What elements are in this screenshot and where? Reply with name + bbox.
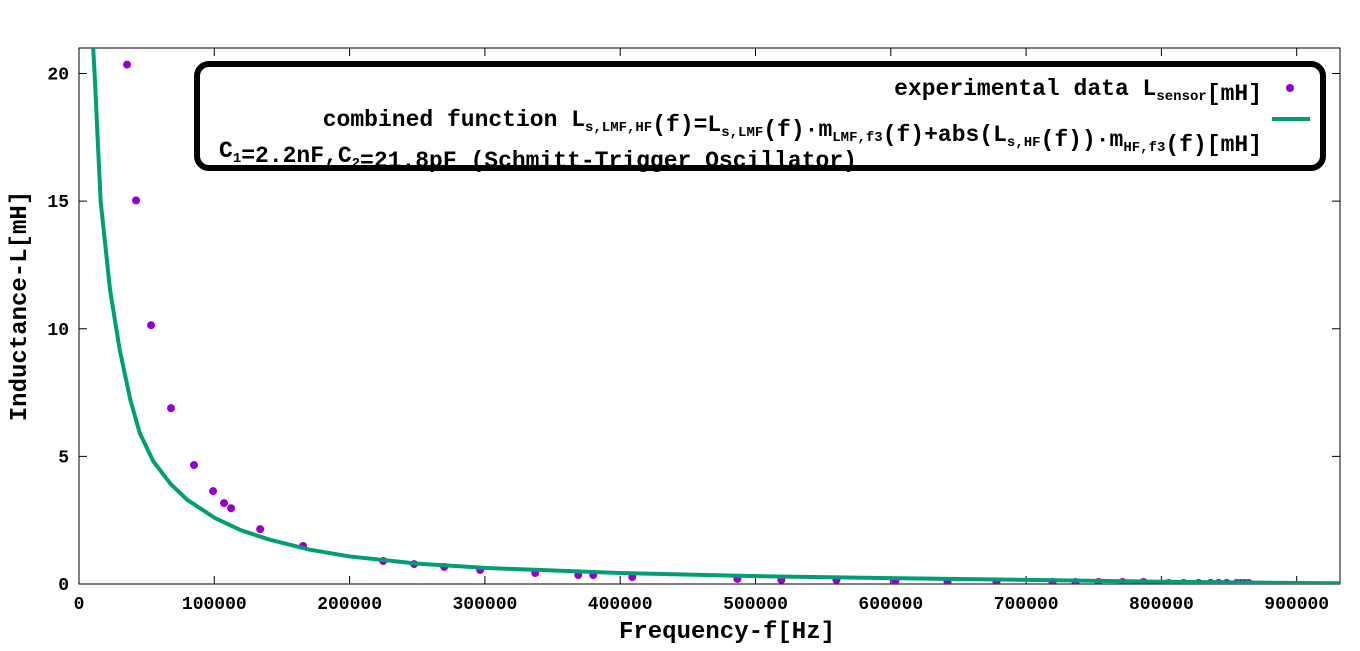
subscript: HF,f3	[1123, 140, 1165, 156]
subscript: 2	[352, 156, 360, 172]
subscript: s,LMF,HF	[585, 120, 652, 136]
data-point	[147, 321, 156, 330]
data-point	[190, 461, 199, 470]
text-run: =2.2nF,C	[241, 143, 352, 169]
text-run: =21.8pF (Schmitt-Trigger Oscillator)	[360, 148, 857, 174]
y-tick-label: 5	[58, 448, 69, 468]
text-run: (f)+abs(L	[883, 122, 1007, 148]
subscript: s,HF	[1007, 135, 1041, 151]
legend-box	[194, 61, 1326, 171]
x-tick-label: 0	[74, 595, 85, 615]
annotation: C1=2.2nF,C2=21.8pF (Schmitt-Trigger Osci…	[219, 138, 857, 174]
subscript: LMF,f3	[832, 130, 882, 146]
legend-swatch	[1286, 84, 1294, 92]
text-run: experimental data L	[894, 76, 1156, 102]
data-point	[220, 499, 229, 508]
text-run: (f))·m	[1041, 127, 1124, 153]
x-tick-label: 500000	[723, 595, 788, 615]
data-line	[91, 48, 1340, 584]
legend-label: combined function Ls,LMF,HF(f)=Ls,LMF(f)…	[323, 107, 1262, 158]
subscript: s,LMF	[721, 125, 763, 141]
x-tick-label: 300000	[452, 595, 517, 615]
y-tick-label: 20	[47, 66, 69, 86]
text-run: C	[219, 138, 233, 164]
subscript: 1	[233, 151, 241, 167]
data-point	[132, 196, 141, 205]
data-point	[209, 487, 218, 496]
data-point	[123, 60, 132, 69]
x-tick-label: 900000	[1264, 595, 1329, 615]
x-tick-label: 200000	[317, 595, 382, 615]
x-tick-label: 700000	[994, 595, 1059, 615]
subscript: sensor	[1156, 89, 1206, 105]
data-point	[167, 404, 176, 413]
data-point	[256, 525, 265, 534]
y-axis-title: Inductance-L[mH]	[7, 191, 34, 421]
y-tick-label: 0	[58, 576, 69, 596]
text-run: combined function L	[323, 107, 585, 133]
y-tick-label: 10	[47, 321, 69, 341]
text-run: (f)·m	[763, 117, 832, 143]
plot-frame	[78, 47, 1341, 585]
y-tick-label: 15	[47, 193, 69, 213]
x-tick-label: 100000	[182, 595, 247, 615]
legend-label: experimental data Lsensor[mH]	[894, 76, 1262, 107]
x-axis-title: Frequency-f[Hz]	[619, 619, 835, 646]
data-point	[227, 504, 236, 513]
x-tick-label: 600000	[858, 595, 923, 615]
text-run: (f)=L	[652, 112, 721, 138]
text-run: [mH]	[1207, 81, 1262, 107]
x-tick-label: 400000	[588, 595, 653, 615]
x-tick-label: 800000	[1129, 595, 1194, 615]
text-run: (f)[mH]	[1165, 132, 1262, 158]
